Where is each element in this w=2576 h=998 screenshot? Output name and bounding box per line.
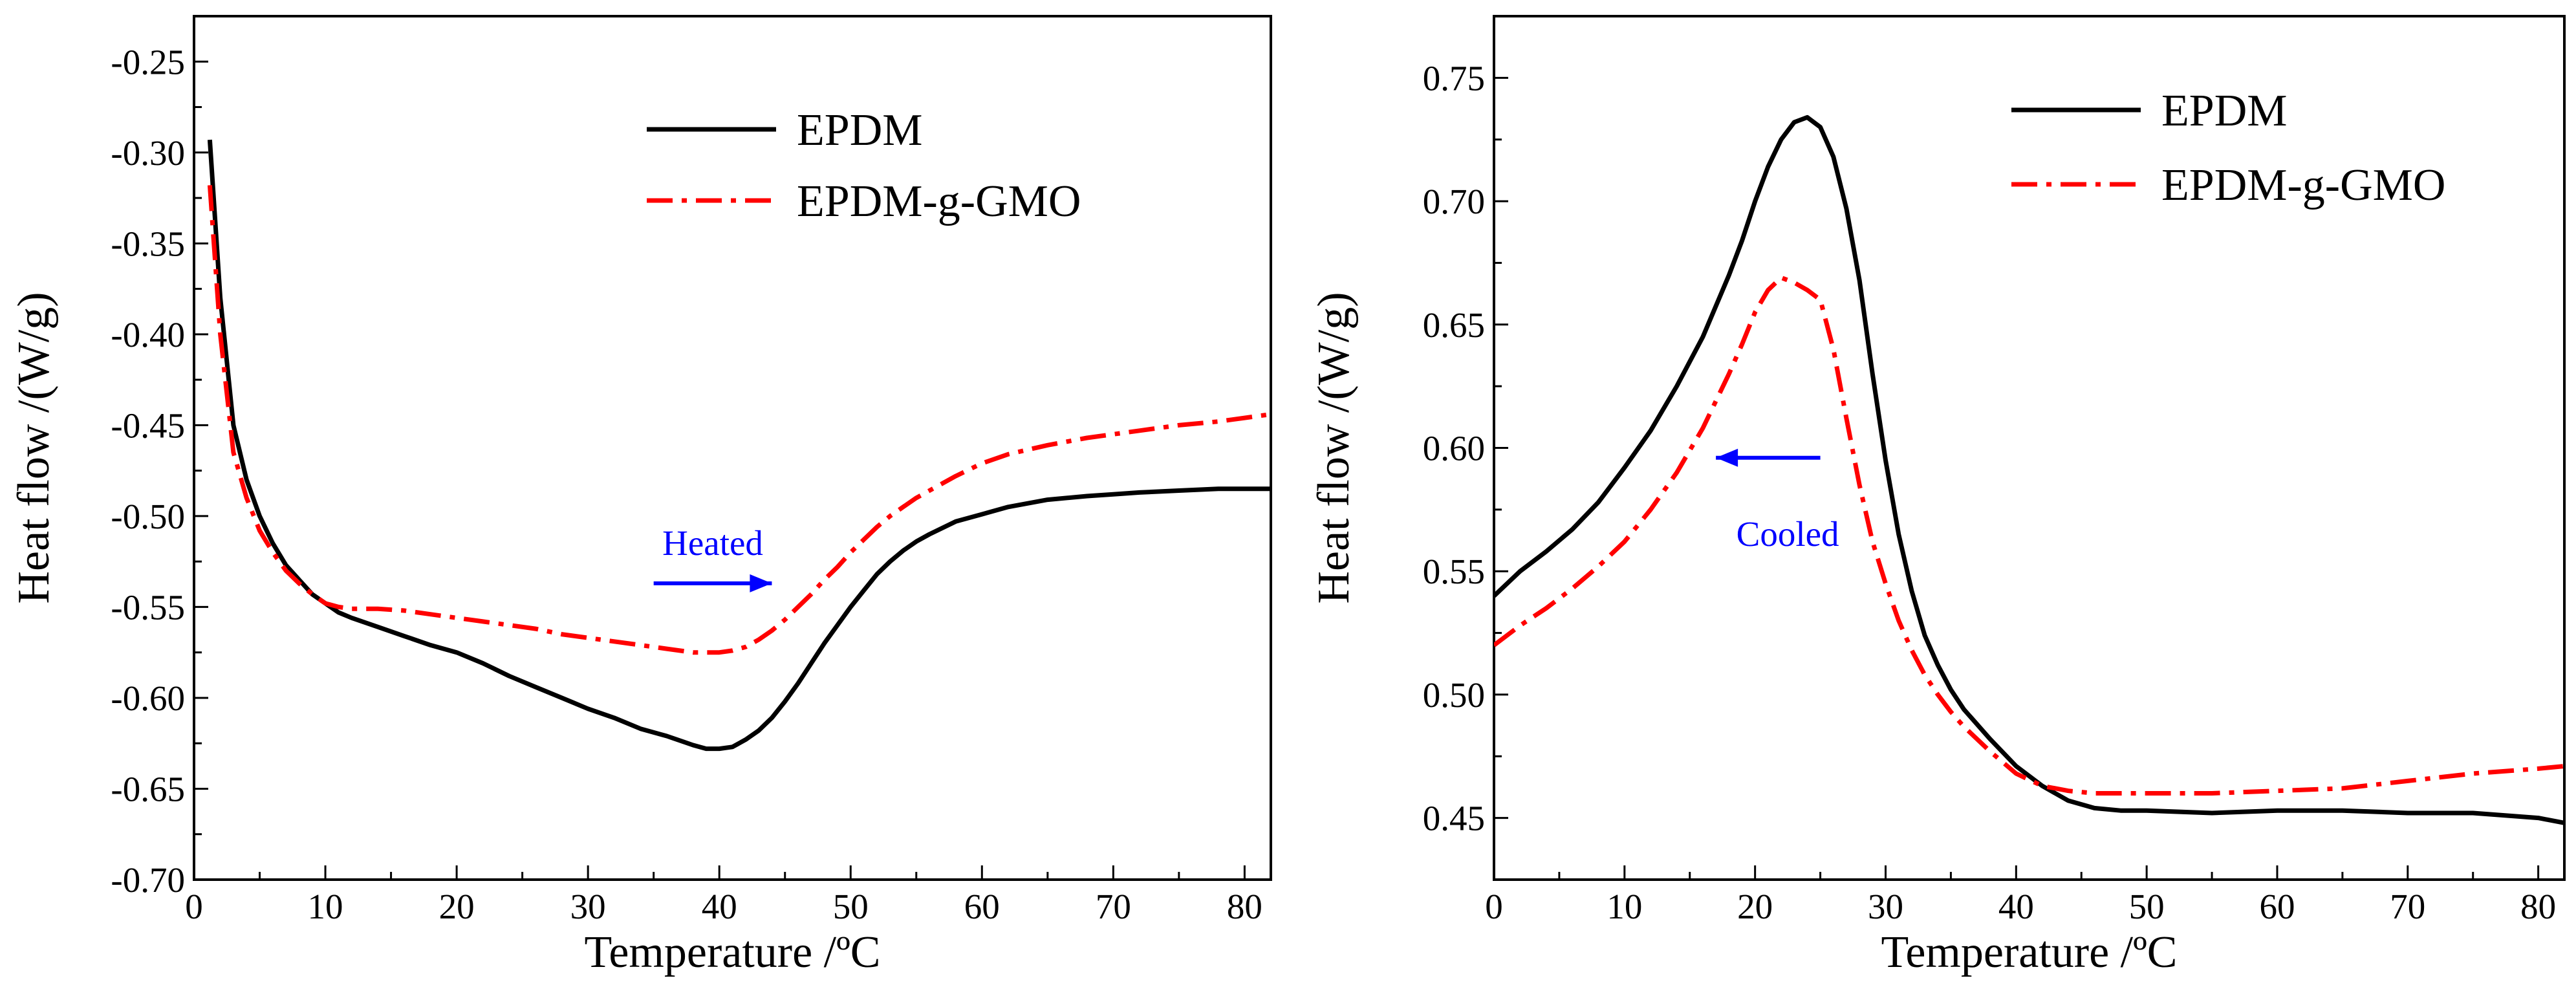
x-tick-label: 30 — [1868, 887, 1903, 926]
x-tick-label: 80 — [1227, 887, 1262, 926]
y-tick-label: 0.70 — [1423, 182, 1485, 221]
legend-label: EPDM-g-GMO — [797, 177, 1081, 226]
x-tick-label: 80 — [2520, 887, 2556, 926]
y-axis-title: Heat flow /(W/g) — [1309, 292, 1359, 603]
y-tick-label: 0.60 — [1423, 429, 1485, 468]
y-tick-label: -0.70 — [111, 860, 185, 900]
annotation-label: Heated — [662, 523, 763, 563]
annotation-arrow-head — [1716, 448, 1738, 467]
x-tick-label: 0 — [185, 887, 203, 926]
series-line-epdm — [207, 139, 1271, 752]
y-tick-label: -0.40 — [111, 315, 185, 354]
series-line-epdm-g-gmo — [1494, 275, 2564, 796]
x-tick-label: 20 — [1737, 887, 1773, 926]
series-line-epdm-g-gmo — [207, 185, 1271, 655]
y-tick-label: -0.35 — [111, 224, 185, 263]
x-tick-label: 60 — [2259, 887, 2295, 926]
plot-frame — [1493, 15, 2566, 881]
y-tick-label: 0.65 — [1423, 305, 1485, 345]
plot-frame — [193, 15, 1272, 881]
x-tick-label: 60 — [964, 887, 1000, 926]
x-axis-title: Temperature /ºC — [1881, 927, 2177, 977]
x-tick-label: 30 — [570, 887, 606, 926]
y-tick-label: -0.60 — [111, 678, 185, 718]
y-tick-label: 0.75 — [1423, 58, 1485, 98]
y-tick-label: -0.25 — [111, 42, 185, 81]
legend-label: EPDM — [797, 105, 922, 155]
y-tick-label: -0.65 — [111, 769, 185, 808]
x-axis-title: Temperature /ºC — [584, 927, 880, 977]
y-tick-label: 0.55 — [1423, 552, 1485, 591]
annotation-label: Cooled — [1737, 514, 1839, 554]
x-tick-label: 0 — [1485, 887, 1503, 926]
chart-1: 0 10 20 30 40 50 60 70 80 -0.70 -0.65 -0.60 -0.55 -0.… — [9, 15, 1272, 977]
chart-2: 0 10 20 30 40 50 60 70 80 0.45 0.50 0.55 0.60 0.65 0.7… — [1309, 15, 2566, 977]
y-tick-label: -0.45 — [111, 406, 185, 445]
y-tick-label: -0.50 — [111, 497, 185, 536]
y-tick-label: 0.50 — [1423, 675, 1485, 715]
series-line-epdm — [1494, 114, 2564, 825]
y-tick-label: -0.30 — [111, 133, 185, 173]
x-tick-label: 10 — [308, 887, 343, 926]
legend-label: EPDM-g-GMO — [2161, 160, 2445, 210]
x-tick-label: 10 — [1607, 887, 1642, 926]
x-tick-label: 40 — [1998, 887, 2034, 926]
x-tick-label: 50 — [2129, 887, 2165, 926]
y-tick-label: -0.55 — [111, 587, 185, 627]
x-tick-label: 70 — [1096, 887, 1131, 926]
x-tick-label: 40 — [702, 887, 737, 926]
x-tick-label: 20 — [439, 887, 475, 926]
x-tick-label: 50 — [833, 887, 869, 926]
y-axis-title: Heat flow /(W/g) — [9, 292, 59, 603]
y-tick-label: 0.45 — [1423, 799, 1485, 838]
annotation-arrow-head — [750, 574, 772, 592]
legend-label: EPDM — [2161, 86, 2287, 136]
x-tick-label: 70 — [2390, 887, 2425, 926]
